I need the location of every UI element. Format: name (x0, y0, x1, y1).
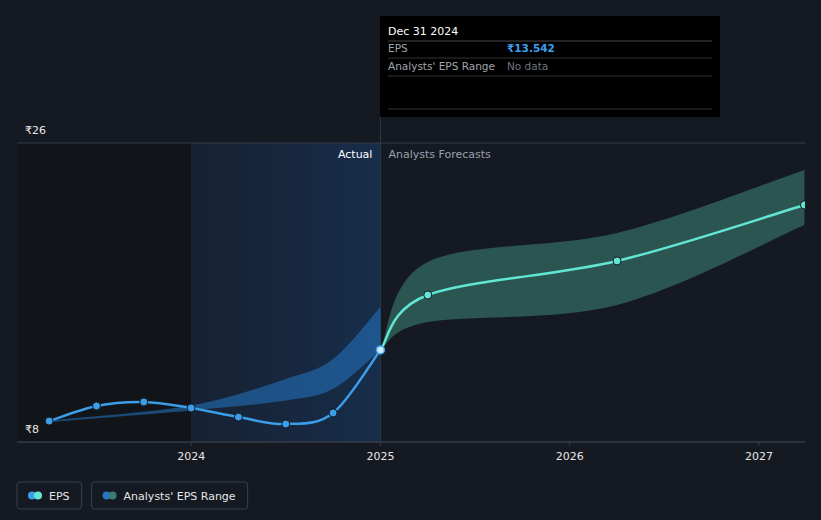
grid-line (17, 442, 805, 443)
legend-box (92, 482, 248, 509)
eps-point (282, 420, 290, 428)
forecast-point (613, 257, 621, 265)
forecast-point (800, 201, 805, 209)
tooltip: Dec 31 2024 EPS ₹13.542 Analysts' EPS Range… (380, 16, 720, 117)
tooltip-sep (388, 58, 712, 59)
actual-label: Actual (338, 148, 372, 161)
eps-point (187, 404, 195, 412)
divider (380, 117, 381, 442)
legend-swatch (34, 492, 42, 500)
tooltip-label: EPS (388, 42, 408, 54)
eps-point (45, 417, 53, 425)
x-tick (380, 442, 381, 446)
legend: EPS Analysts' EPS Range (17, 482, 248, 509)
eps-point (234, 413, 242, 421)
x-tick-label: 2026 (556, 450, 584, 463)
eps-point (376, 346, 384, 354)
x-tick-label: 2027 (745, 450, 773, 463)
tooltip-title: Dec 31 2024 (388, 25, 458, 38)
y-tick-label: ₹26 (25, 124, 46, 137)
grid-line (17, 143, 805, 144)
x-tick-label: 2025 (366, 450, 394, 463)
legend-label: Analysts' EPS Range (124, 490, 236, 503)
past-range-band (49, 307, 380, 422)
tooltip-sep (388, 109, 712, 110)
legend-label: EPS (49, 490, 70, 503)
background (0, 0, 821, 520)
legend-box (17, 482, 82, 509)
forecast-line (380, 205, 804, 350)
tooltip-box (380, 16, 720, 117)
eps-point (93, 402, 101, 410)
eps-point (329, 409, 337, 417)
tooltip-sep (388, 76, 712, 77)
eps-line (49, 350, 380, 424)
plot (45, 170, 805, 428)
x-tick (759, 442, 760, 446)
x-tick (191, 442, 192, 446)
range-band (380, 170, 804, 350)
tooltip-label: Analysts' EPS Range (388, 60, 495, 72)
legend-swatch (109, 492, 117, 500)
tooltip-value: ₹13.542 (507, 42, 555, 54)
chart: ₹8 ₹26 2024 2025 2026 2027 Actual Analysts Fore… (0, 0, 821, 520)
y-tick-label: ₹8 (25, 423, 39, 436)
tooltip-value: No data (507, 60, 548, 72)
x-tick (569, 442, 570, 446)
forecast-label: Analysts Forecasts (388, 148, 491, 161)
x-axis (17, 442, 805, 443)
forecast-point (424, 291, 432, 299)
past-region (17, 143, 191, 442)
x-tick-label: 2024 (177, 450, 205, 463)
eps-point (140, 398, 148, 406)
